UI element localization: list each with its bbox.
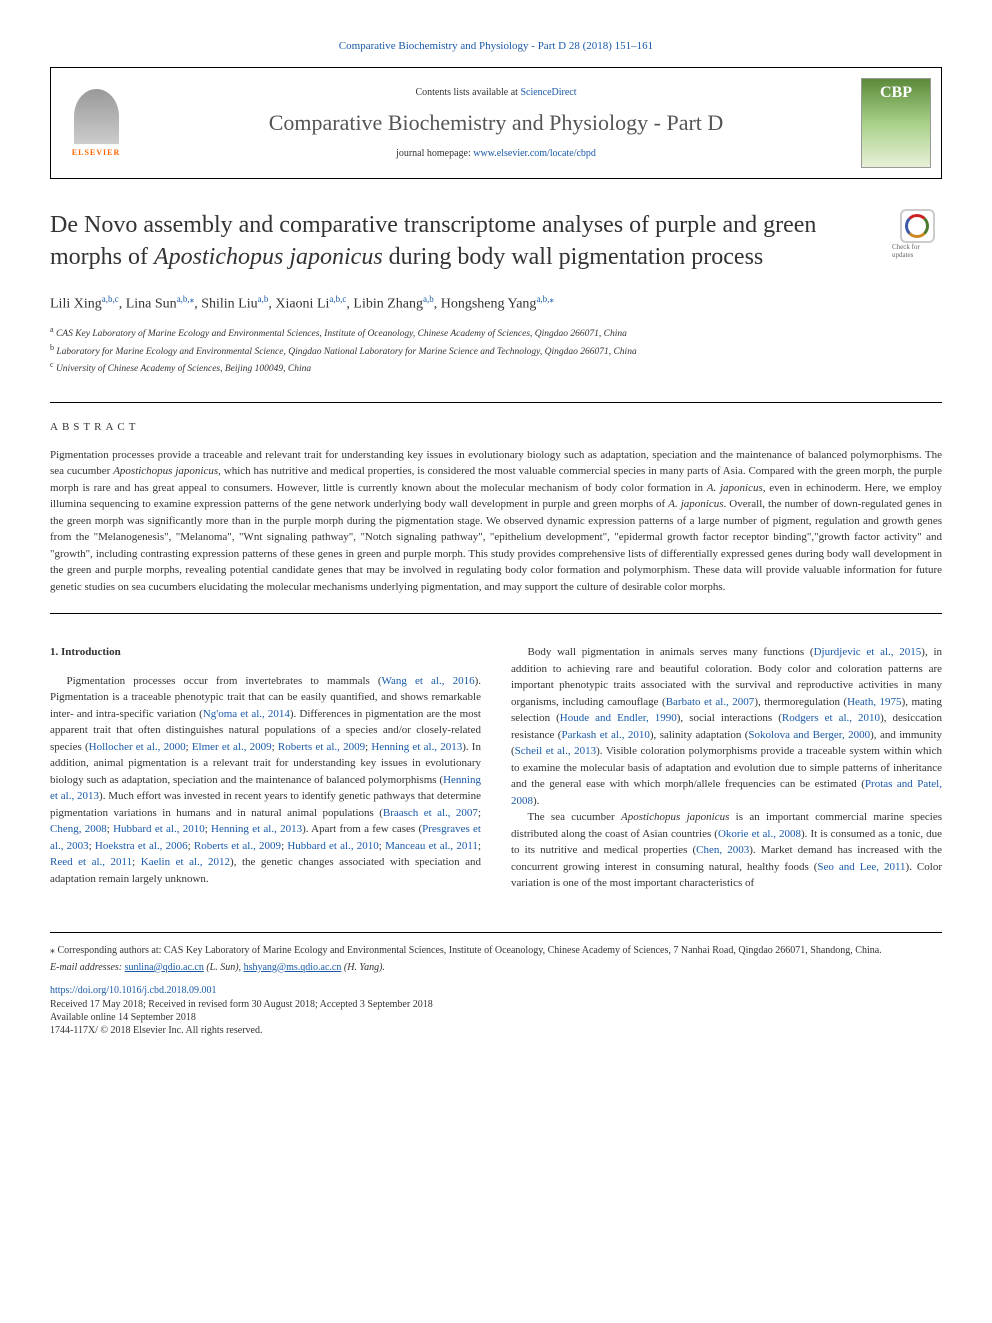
header-citation: Comparative Biochemistry and Physiology … bbox=[50, 40, 942, 52]
authors: Lili Xinga,b,c, Lina Suna,b,⁎, Shilin Li… bbox=[50, 294, 942, 313]
ref-link[interactable]: Manceau et al., 2011 bbox=[385, 840, 478, 852]
title-row: De Novo assembly and comparative transcr… bbox=[50, 209, 942, 274]
ref-link[interactable]: Chen, 2003 bbox=[696, 844, 749, 856]
email-link-1[interactable]: sunlina@qdio.ac.cn bbox=[125, 962, 204, 973]
article-title: De Novo assembly and comparative transcr… bbox=[50, 209, 872, 274]
ref-link[interactable]: Hollocher et al., 2000 bbox=[89, 741, 186, 753]
ref-link[interactable]: Sokolova and Berger, 2000 bbox=[748, 729, 870, 741]
copyright-line: 1744-117X/ © 2018 Elsevier Inc. All righ… bbox=[50, 1025, 942, 1036]
corresponding-author: ⁎ Corresponding authors at: CAS Key Labo… bbox=[50, 943, 942, 958]
elsevier-tree-icon bbox=[74, 89, 119, 144]
homepage-prefix: journal homepage: bbox=[396, 148, 473, 159]
ref-link[interactable]: Kaelin et al., 2012 bbox=[141, 856, 230, 868]
ref-link[interactable]: Hubbard et al., 2010 bbox=[113, 823, 205, 835]
title-post: during body wall pigmentation process bbox=[383, 244, 764, 270]
ref-link[interactable]: Roberts et al., 2009 bbox=[194, 840, 281, 852]
abstract-heading: ABSTRACT bbox=[50, 421, 942, 433]
ref-link[interactable]: Braasch et al., 2007 bbox=[383, 807, 478, 819]
homepage-line: journal homepage: www.elsevier.com/locat… bbox=[151, 148, 841, 159]
elsevier-label: ELSEVIER bbox=[72, 148, 120, 157]
header-center: Contents lists available at ScienceDirec… bbox=[141, 77, 851, 169]
ref-link[interactable]: Barbato et al., 2007 bbox=[666, 696, 755, 708]
crossmark-label: Check for updates bbox=[892, 243, 942, 259]
contents-prefix: Contents lists available at bbox=[415, 87, 520, 98]
ref-link[interactable]: Houde and Endler, 1990 bbox=[560, 712, 677, 724]
ref-link[interactable]: Hoekstra et al., 2006 bbox=[95, 840, 188, 852]
right-column: Body wall pigmentation in animals serves… bbox=[511, 644, 942, 892]
email-addresses: E-mail addresses: sunlina@qdio.ac.cn (L.… bbox=[50, 962, 942, 973]
ref-link[interactable]: Henning et al., 2013 bbox=[211, 823, 302, 835]
received-line: Received 17 May 2018; Received in revise… bbox=[50, 999, 942, 1010]
ref-link[interactable]: Hubbard et al., 2010 bbox=[287, 840, 378, 852]
affiliations: a CAS Key Laboratory of Marine Ecology a… bbox=[50, 324, 942, 376]
email-link-2[interactable]: hshyang@ms.qdio.ac.cn bbox=[244, 962, 342, 973]
sciencedirect-link[interactable]: ScienceDirect bbox=[520, 87, 576, 98]
ref-link[interactable]: Parkash et al., 2010 bbox=[561, 729, 649, 741]
affiliation-c: c University of Chinese Academy of Scien… bbox=[50, 359, 942, 376]
ref-link[interactable]: Elmer et al., 2009 bbox=[192, 741, 272, 753]
footer-separator bbox=[50, 932, 942, 933]
journal-cover-label: CBP bbox=[880, 84, 912, 102]
affiliation-b: b Laboratory for Marine Ecology and Envi… bbox=[50, 342, 942, 359]
crossmark-icon bbox=[900, 209, 935, 243]
body-para-1: Body wall pigmentation in animals serves… bbox=[511, 644, 942, 809]
elsevier-logo: ELSEVIER bbox=[61, 78, 131, 168]
header-box: ELSEVIER Contents lists available at Sci… bbox=[50, 67, 942, 179]
available-line: Available online 14 September 2018 bbox=[50, 1012, 942, 1023]
ref-link[interactable]: Djurdjevic et al., 2015 bbox=[814, 646, 922, 658]
journal-cover: CBP bbox=[861, 78, 931, 168]
abstract-text: Pigmentation processes provide a traceab… bbox=[50, 447, 942, 596]
body-columns: 1. Introduction Pigmentation processes o… bbox=[50, 644, 942, 892]
body-para-2: The sea cucumber Apostichopus japonicus … bbox=[511, 809, 942, 892]
ref-link[interactable]: Ng'oma et al., 2014 bbox=[203, 708, 290, 720]
abstract-section: ABSTRACT Pigmentation processes provide … bbox=[50, 402, 942, 615]
ref-link[interactable]: Cheng, 2008 bbox=[50, 823, 107, 835]
ref-link[interactable]: Wang et al., 2016 bbox=[382, 675, 475, 687]
intro-heading: 1. Introduction bbox=[50, 644, 481, 661]
intro-para-1: Pigmentation processes occur from invert… bbox=[50, 673, 481, 888]
ref-link[interactable]: Roberts et al., 2009 bbox=[278, 741, 365, 753]
doi-link[interactable]: https://doi.org/10.1016/j.cbd.2018.09.00… bbox=[50, 985, 942, 996]
ref-link[interactable]: Scheil et al., 2013 bbox=[515, 745, 596, 757]
ref-link[interactable]: Heath, 1975 bbox=[847, 696, 901, 708]
ref-link[interactable]: Okorie et al., 2008 bbox=[718, 828, 801, 840]
ref-link[interactable]: Seo and Lee, 2011 bbox=[817, 861, 905, 873]
left-column: 1. Introduction Pigmentation processes o… bbox=[50, 644, 481, 892]
journal-name: Comparative Biochemistry and Physiology … bbox=[151, 110, 841, 136]
contents-line: Contents lists available at ScienceDirec… bbox=[151, 87, 841, 98]
affiliation-a: a CAS Key Laboratory of Marine Ecology a… bbox=[50, 324, 942, 341]
title-italic: Apostichopus japonicus bbox=[154, 244, 383, 270]
homepage-link[interactable]: www.elsevier.com/locate/cbpd bbox=[473, 148, 596, 159]
ref-link[interactable]: Reed et al., 2011 bbox=[50, 856, 132, 868]
ref-link[interactable]: Henning et al., 2013 bbox=[371, 741, 462, 753]
crossmark-badge[interactable]: Check for updates bbox=[892, 209, 942, 259]
ref-link[interactable]: Rodgers et al., 2010 bbox=[782, 712, 880, 724]
